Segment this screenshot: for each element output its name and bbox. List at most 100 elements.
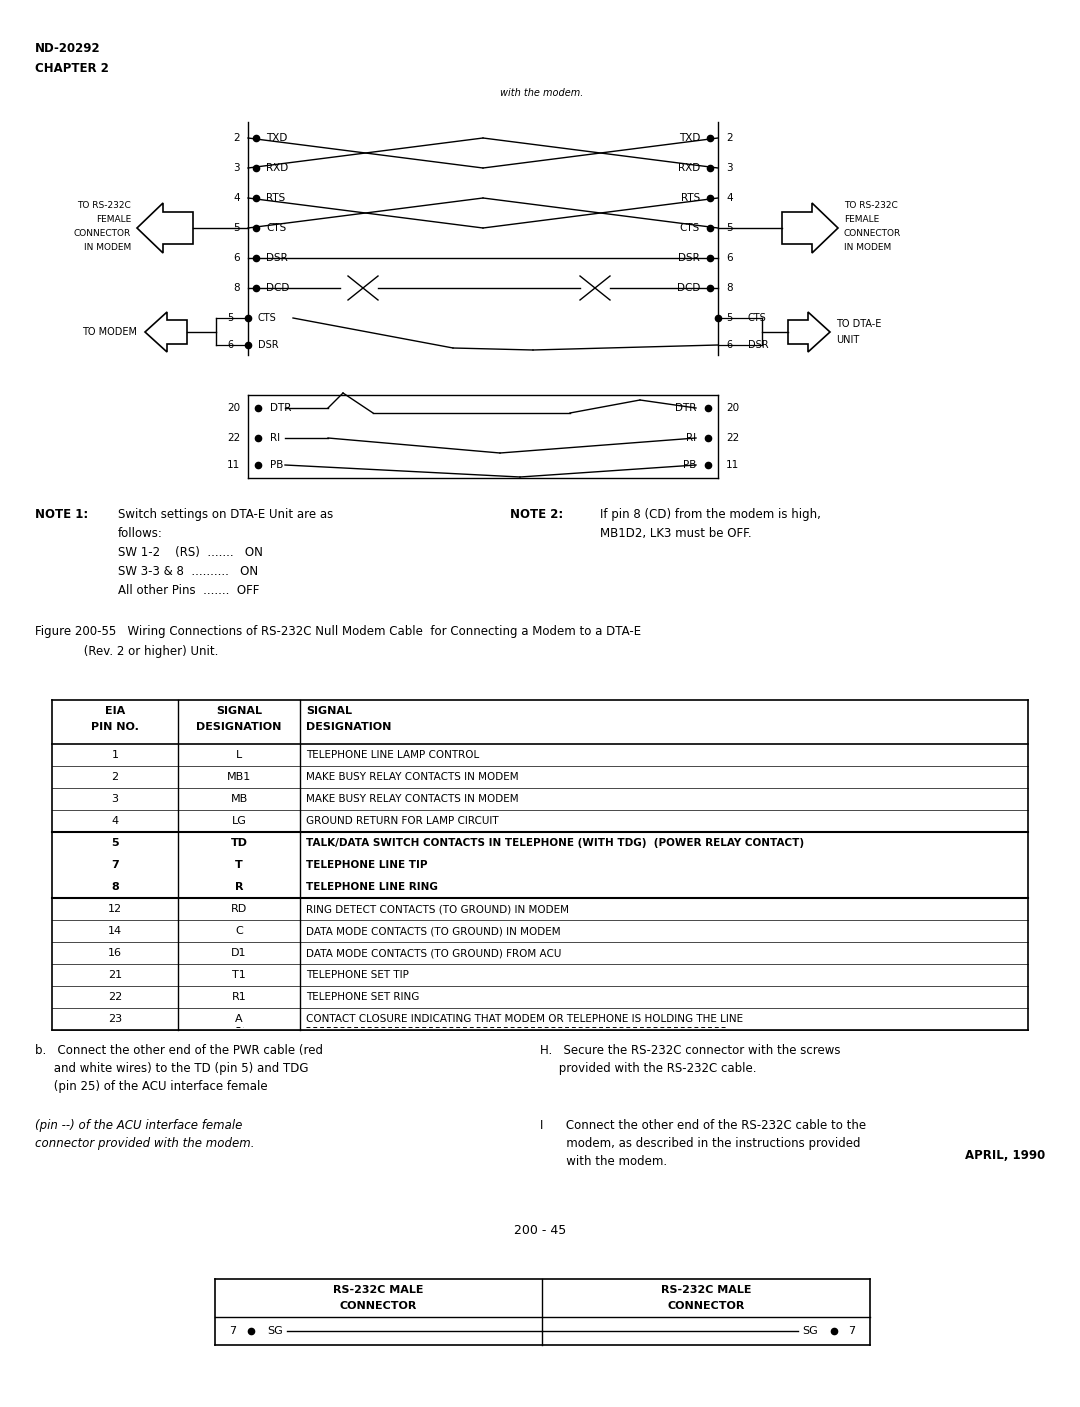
Text: T1: T1 — [232, 969, 246, 981]
Text: NOTE 1:: NOTE 1: — [35, 508, 89, 521]
Text: TELEPHONE LINE LAMP CONTROL: TELEPHONE LINE LAMP CONTROL — [306, 750, 480, 760]
Text: with the modem.: with the modem. — [540, 1155, 667, 1168]
Text: I      Connect the other end of the RS-232C cable to the: I Connect the other end of the RS-232C c… — [540, 1119, 866, 1133]
Text: All other Pins  .......  OFF: All other Pins ....... OFF — [118, 584, 259, 597]
Text: RING DETECT CONTACTS (TO GROUND) IN MODEM: RING DETECT CONTACTS (TO GROUND) IN MODE… — [306, 905, 569, 915]
Text: RTS: RTS — [680, 193, 700, 203]
Text: DSR: DSR — [748, 340, 769, 350]
Text: RS-232C MALE: RS-232C MALE — [334, 1285, 423, 1294]
Text: CONNECTOR: CONNECTOR — [667, 1301, 745, 1311]
Text: TXD: TXD — [678, 134, 700, 144]
Text: SIGNAL: SIGNAL — [306, 706, 352, 716]
Text: TELEPHONE SET TIP: TELEPHONE SET TIP — [306, 969, 409, 981]
Text: Switch settings on DTA-E Unit are as: Switch settings on DTA-E Unit are as — [118, 508, 334, 521]
Text: C: C — [235, 926, 243, 936]
Text: follows:: follows: — [118, 528, 163, 540]
Text: ND-20292: ND-20292 — [35, 42, 100, 55]
Text: DCD: DCD — [266, 283, 289, 293]
Text: (pin --) of the ACU interface female: (pin --) of the ACU interface female — [35, 1119, 242, 1133]
Text: TO MODEM: TO MODEM — [82, 326, 137, 338]
Text: 5: 5 — [111, 839, 119, 848]
Text: CONTACT CLOSURE INDICATING THAT MODEM OR TELEPHONE IS HOLDING THE LINE: CONTACT CLOSURE INDICATING THAT MODEM OR… — [306, 1014, 743, 1024]
Text: 22: 22 — [227, 433, 240, 443]
Text: 21: 21 — [108, 969, 122, 981]
Text: 11: 11 — [726, 460, 739, 470]
Text: (pin 25) of the ACU interface female: (pin 25) of the ACU interface female — [35, 1081, 268, 1093]
Text: MB: MB — [230, 794, 247, 803]
Text: TELEPHONE LINE RING: TELEPHONE LINE RING — [306, 882, 437, 892]
Text: DESIGNATION: DESIGNATION — [197, 722, 282, 732]
Text: 22: 22 — [726, 433, 739, 443]
Text: CTS: CTS — [258, 312, 276, 324]
Text: EIA: EIA — [105, 706, 125, 716]
Text: TELEPHONE LINE TIP: TELEPHONE LINE TIP — [306, 860, 428, 870]
Text: SW 1-2    (RS)  .......   ON: SW 1-2 (RS) ....... ON — [118, 546, 262, 559]
Text: CONNECTOR: CONNECTOR — [843, 229, 901, 239]
Text: 16: 16 — [108, 948, 122, 958]
Text: DESIGNATION: DESIGNATION — [306, 722, 391, 732]
Text: 3: 3 — [111, 794, 119, 803]
Text: RTS: RTS — [266, 193, 285, 203]
Text: PIN NO.: PIN NO. — [91, 722, 139, 732]
Text: MB1D2, LK3 must be OFF.: MB1D2, LK3 must be OFF. — [600, 528, 752, 540]
Text: FEMALE: FEMALE — [96, 215, 131, 225]
Text: SG: SG — [802, 1325, 818, 1337]
Text: DTR: DTR — [675, 402, 696, 414]
Text: SG: SG — [267, 1325, 283, 1337]
Text: DTR: DTR — [270, 402, 292, 414]
Text: DATA MODE CONTACTS (TO GROUND) FROM ACU: DATA MODE CONTACTS (TO GROUND) FROM ACU — [306, 948, 562, 958]
Text: with the modem.: with the modem. — [500, 89, 583, 98]
Text: T: T — [235, 860, 243, 870]
Text: RXD: RXD — [678, 163, 700, 173]
Text: PB: PB — [683, 460, 696, 470]
Text: 6: 6 — [726, 340, 732, 350]
Text: 20: 20 — [227, 402, 240, 414]
Text: GROUND RETURN FOR LAMP CIRCUIT: GROUND RETURN FOR LAMP CIRCUIT — [306, 816, 499, 826]
Text: 7: 7 — [849, 1325, 855, 1337]
Text: 23: 23 — [108, 1014, 122, 1024]
Text: L: L — [235, 750, 242, 760]
Text: 20: 20 — [726, 402, 739, 414]
Text: DSR: DSR — [266, 253, 287, 263]
Text: D1: D1 — [231, 948, 246, 958]
Text: R: R — [234, 882, 243, 892]
Text: DSR: DSR — [678, 253, 700, 263]
Text: RI: RI — [270, 433, 280, 443]
Text: 2: 2 — [726, 134, 732, 144]
Text: TO RS-232C: TO RS-232C — [78, 201, 131, 211]
Text: 2: 2 — [233, 134, 240, 144]
Text: TALK/DATA SWITCH CONTACTS IN TELEPHONE (WITH TDG)  (POWER RELAY CONTACT): TALK/DATA SWITCH CONTACTS IN TELEPHONE (… — [306, 839, 805, 848]
Text: RXD: RXD — [266, 163, 288, 173]
Text: 5: 5 — [233, 222, 240, 234]
Text: 8: 8 — [111, 882, 119, 892]
Text: 5: 5 — [726, 222, 732, 234]
Text: CTS: CTS — [748, 312, 767, 324]
Text: modem, as described in the instructions provided: modem, as described in the instructions … — [540, 1137, 861, 1150]
Text: 7: 7 — [229, 1325, 237, 1337]
Text: 2: 2 — [111, 772, 119, 782]
Text: connector provided with the modem.: connector provided with the modem. — [35, 1137, 255, 1150]
Text: 4: 4 — [111, 816, 119, 826]
Text: DATA MODE CONTACTS (TO GROUND) IN MODEM: DATA MODE CONTACTS (TO GROUND) IN MODEM — [306, 926, 561, 936]
Text: FEMALE: FEMALE — [843, 215, 879, 225]
Text: and white wires) to the TD (pin 5) and TDG: and white wires) to the TD (pin 5) and T… — [35, 1062, 309, 1075]
Text: 7: 7 — [111, 860, 119, 870]
Text: H.   Secure the RS-232C connector with the screws: H. Secure the RS-232C connector with the… — [540, 1044, 840, 1057]
Text: 11: 11 — [227, 460, 240, 470]
Text: MB1: MB1 — [227, 772, 252, 782]
Text: UNIT: UNIT — [836, 335, 860, 345]
Text: 6: 6 — [726, 253, 732, 263]
Text: SIGNAL: SIGNAL — [216, 706, 262, 716]
Text: SW 3-3 & 8  ..........   ON: SW 3-3 & 8 .......... ON — [118, 566, 258, 578]
Text: 4: 4 — [726, 193, 732, 203]
Text: 4: 4 — [233, 193, 240, 203]
Text: 12: 12 — [108, 905, 122, 915]
Text: RD: RD — [231, 905, 247, 915]
Text: 22: 22 — [108, 992, 122, 1002]
Text: A: A — [235, 1014, 243, 1024]
Text: 3: 3 — [233, 163, 240, 173]
Text: MAKE BUSY RELAY CONTACTS IN MODEM: MAKE BUSY RELAY CONTACTS IN MODEM — [306, 772, 518, 782]
Text: 1: 1 — [111, 750, 119, 760]
Text: IN MODEM: IN MODEM — [843, 243, 891, 252]
Text: If pin 8 (CD) from the modem is high,: If pin 8 (CD) from the modem is high, — [600, 508, 821, 521]
